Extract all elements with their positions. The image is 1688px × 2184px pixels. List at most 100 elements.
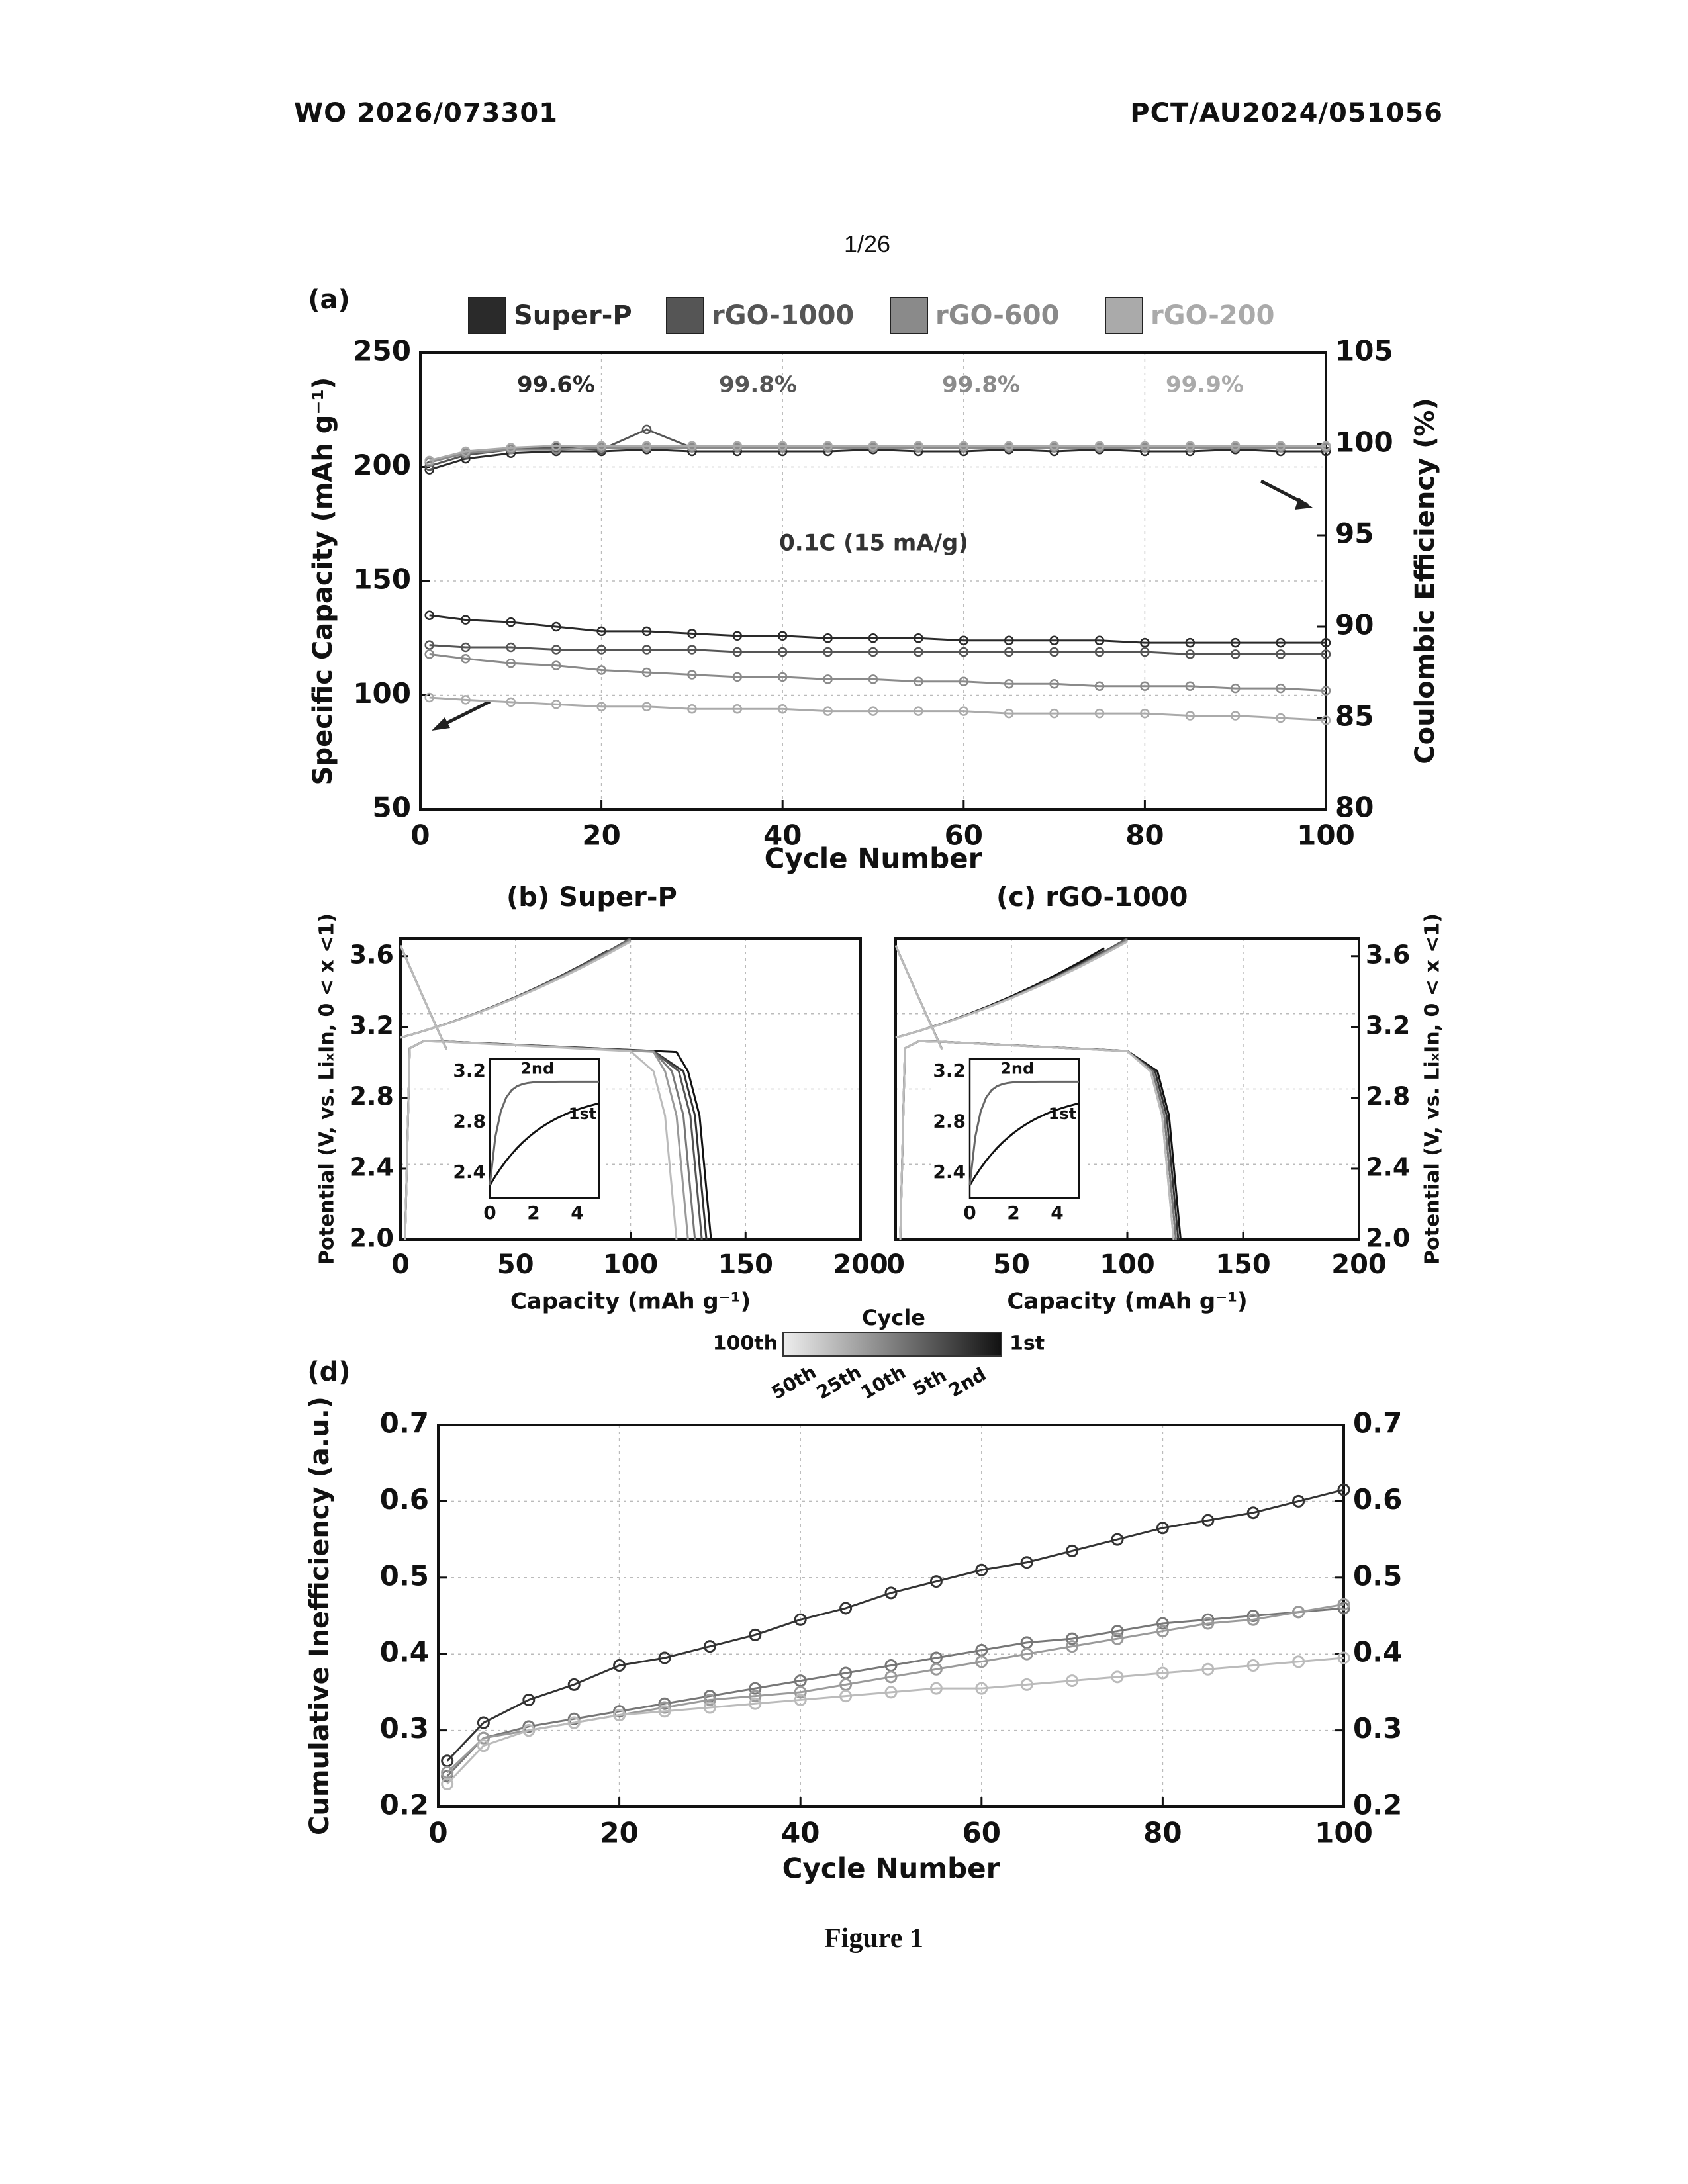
inset-curve-2nd-b [489, 1080, 600, 1186]
x-tick-label-a: 20 [582, 819, 620, 852]
data-point-a [551, 660, 561, 670]
relaxation-curve-b [400, 940, 632, 1039]
data-point-d [703, 1693, 716, 1706]
data-point-d [613, 1705, 626, 1718]
relaxation-curve-c [895, 950, 1105, 1039]
data-point-d [839, 1602, 853, 1615]
data-point-a [1185, 637, 1196, 648]
data-point-a [959, 676, 969, 687]
data-point-a [1049, 635, 1059, 645]
data-point-a [1230, 649, 1241, 659]
data-point-a [687, 441, 697, 451]
data-point-a [823, 441, 833, 451]
data-point-a [1094, 708, 1105, 719]
data-point-a [1185, 649, 1196, 659]
colorbar-left-label: 100th [713, 1332, 778, 1355]
series-line-a [429, 614, 1326, 644]
y-tick-label-b: 3.6 [350, 940, 394, 969]
legend-swatch [666, 297, 704, 334]
data-point-a [823, 674, 833, 684]
data-point-a [1321, 686, 1331, 696]
series-line-d [446, 1488, 1344, 1762]
data-point-d [658, 1701, 671, 1714]
inset-x-tick-c: 2 [1007, 1202, 1019, 1224]
x-tick-label-a: 40 [763, 819, 802, 852]
data-point-a [1321, 637, 1331, 648]
colorbar-right-label: 1st [1009, 1332, 1045, 1355]
data-point-a [424, 649, 434, 659]
x-tick-label-b: 150 [718, 1250, 774, 1280]
data-point-a [424, 610, 434, 620]
colorbar-tick-label: 5th [909, 1364, 950, 1400]
data-point-a [777, 672, 788, 682]
data-point-a [551, 700, 561, 709]
y2-tick-label-a: 80 [1335, 792, 1374, 824]
data-point-d [658, 1697, 671, 1710]
data-point-a [641, 702, 652, 711]
ce-annotation: 99.9% [1166, 372, 1244, 398]
panel-label-d: (d) [307, 1357, 350, 1387]
y-tick-label-b: 3.2 [350, 1011, 394, 1040]
relaxation-curve-c [895, 947, 1105, 1039]
data-point-a [1094, 441, 1105, 451]
data-point-a [551, 441, 561, 451]
data-point-a [1094, 647, 1105, 657]
series-line-a [429, 696, 1327, 721]
relaxation-curve-c [895, 940, 1128, 1039]
data-point-d [794, 1686, 807, 1699]
data-point-d [477, 1739, 490, 1752]
y-tick-label-a: 250 [353, 335, 411, 367]
inset-label-2nd-c: 2nd [1000, 1059, 1034, 1077]
y2-tick-label-d: 0.3 [1353, 1712, 1402, 1745]
inset-x-tick-c: 0 [963, 1202, 976, 1224]
data-point-d [477, 1731, 490, 1745]
legend-label: Super-P [514, 300, 632, 331]
y-tick-label-d: 0.3 [380, 1712, 429, 1745]
data-point-d [975, 1563, 988, 1576]
legend-swatch [468, 297, 506, 334]
arrow-right-axis-head [1295, 498, 1313, 510]
ce-annotation: 99.8% [942, 372, 1020, 398]
data-point-a [424, 640, 434, 650]
data-point-d [1292, 1655, 1305, 1668]
data-point-d [1020, 1556, 1033, 1569]
colorbar-tick-label: 10th [857, 1361, 910, 1404]
x-tick-label-c: 150 [1215, 1250, 1271, 1280]
plot-frame-d [437, 1424, 1345, 1808]
data-point-a [1185, 441, 1196, 451]
data-point-a [641, 626, 652, 637]
panel-label-a: (a) [308, 285, 350, 315]
y2-tick-label-a: 90 [1335, 609, 1374, 641]
data-point-d [749, 1690, 762, 1703]
data-point-a [687, 629, 697, 639]
inset-y-tick-c: 2.8 [933, 1110, 966, 1132]
data-point-d [1156, 1625, 1169, 1638]
colorbar-tick-label: 50th [768, 1361, 820, 1404]
data-point-a [641, 441, 652, 451]
data-point-a [732, 672, 743, 682]
data-point-d [839, 1690, 853, 1703]
series-line-d [446, 1657, 1344, 1785]
data-point-a [1140, 647, 1150, 657]
data-point-d [441, 1777, 454, 1790]
discharge-curve-c [899, 1040, 1175, 1240]
data-point-a [868, 633, 878, 643]
data-point-a [1276, 637, 1286, 648]
x-tick-label-d: 20 [600, 1817, 638, 1849]
data-point-d [1156, 1617, 1169, 1630]
data-point-a [551, 621, 561, 632]
x-tick-label-c: 100 [1100, 1250, 1155, 1280]
series-line-d [446, 1607, 1344, 1777]
data-point-a [732, 647, 743, 657]
data-point-d [522, 1693, 536, 1706]
arrow-left-axis-head [432, 717, 450, 731]
data-point-a [732, 631, 743, 641]
data-point-d [929, 1575, 943, 1588]
data-point-a [777, 647, 788, 657]
legend-label: rGO-1000 [712, 300, 854, 331]
x-tick-label-d: 40 [781, 1817, 820, 1849]
y-tick-label-c: 2.4 [1366, 1152, 1410, 1181]
data-point-d [1337, 1651, 1350, 1664]
y-tick-label-a: 200 [353, 449, 411, 481]
